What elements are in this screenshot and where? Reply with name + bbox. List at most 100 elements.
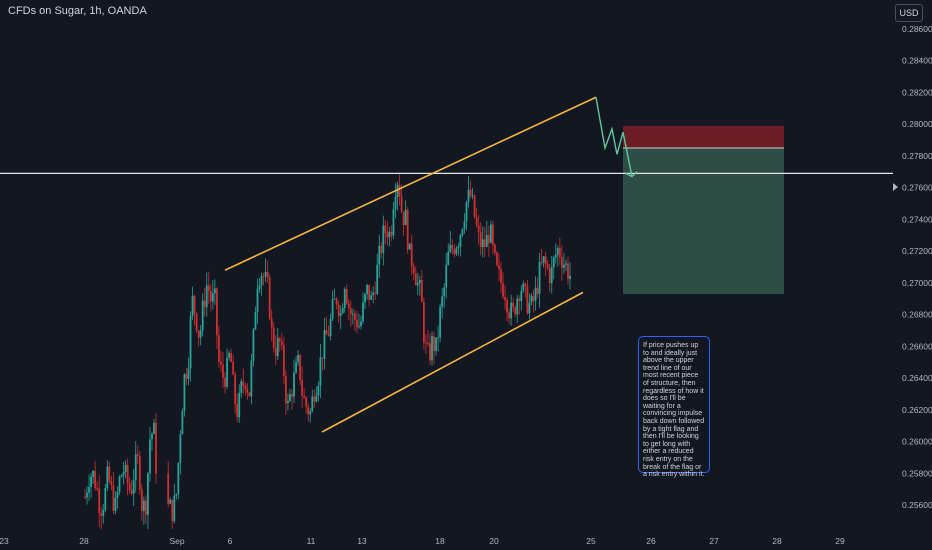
candle-body <box>258 285 261 289</box>
candle-body <box>512 302 515 308</box>
candle-body <box>347 303 350 309</box>
candle-body <box>469 189 472 196</box>
candle-body <box>463 221 466 230</box>
candle-body <box>122 471 125 476</box>
candle-body <box>394 196 397 210</box>
candle-body <box>317 385 320 396</box>
candle-body <box>309 411 312 415</box>
candle-body <box>489 224 492 243</box>
candle-body <box>494 244 496 253</box>
candle-body <box>130 490 133 494</box>
candle-body <box>556 248 559 255</box>
candle-body <box>341 308 344 313</box>
candle-body <box>234 374 237 404</box>
candle-body <box>106 466 109 488</box>
candle-body <box>260 275 263 286</box>
candle-body <box>431 336 433 361</box>
y-tick-label: 0.25800 <box>902 468 932 478</box>
candle-body <box>353 313 356 320</box>
candle-body <box>191 295 194 317</box>
stop-loss-zone <box>623 125 784 148</box>
candle-body <box>268 277 271 319</box>
candle-body <box>209 291 212 302</box>
y-tick-label: 0.27000 <box>902 278 932 288</box>
candle-body <box>325 330 328 335</box>
candle-body <box>518 298 521 302</box>
candle-body <box>461 229 464 236</box>
x-tick-label: 25 <box>586 536 596 546</box>
candle-body <box>138 455 141 490</box>
candle-body <box>140 489 143 512</box>
currency-button[interactable]: USD <box>895 4 923 22</box>
candle-body <box>402 211 405 226</box>
y-axis-labels: 0.28600 0.28400 0.28200 0.28000 0.27800 0.276… <box>893 24 932 510</box>
candle-body <box>420 280 423 302</box>
candle-body <box>558 248 561 258</box>
candle-body <box>496 252 498 266</box>
candle-body <box>142 500 145 512</box>
y-tick-label: 0.26800 <box>902 310 932 320</box>
candle-body <box>427 342 429 344</box>
candle-body <box>534 287 537 301</box>
candle-body <box>380 246 383 254</box>
candle-body <box>455 248 458 254</box>
x-tick-label: 23 <box>0 536 9 546</box>
candle-body <box>378 246 381 265</box>
candle-body <box>360 321 362 327</box>
candle-body <box>567 263 569 280</box>
candle-body <box>201 300 204 331</box>
candle-body <box>220 361 222 365</box>
candle-body <box>90 476 92 487</box>
candle-body <box>542 256 545 263</box>
candle-body <box>155 422 157 474</box>
candle-body <box>98 488 101 514</box>
candle-body <box>459 235 462 247</box>
candle-body <box>481 239 484 248</box>
candle-body <box>282 345 285 376</box>
candle-body <box>230 353 233 362</box>
candle-body <box>242 381 245 386</box>
candle-body <box>313 396 316 402</box>
candle-body <box>120 475 123 477</box>
candle-body <box>205 285 208 307</box>
candle-body <box>151 434 153 440</box>
candle-body <box>203 300 206 307</box>
candle-body <box>437 337 439 339</box>
candle-body <box>132 480 135 494</box>
candle-body <box>400 196 403 212</box>
candle-body <box>134 454 137 481</box>
candle-body <box>280 341 283 346</box>
candle-body <box>287 400 289 404</box>
candle-body <box>92 470 95 477</box>
candle-body <box>552 257 555 268</box>
candle-body <box>390 231 393 236</box>
candle-body <box>224 377 226 387</box>
candle-body <box>183 374 186 411</box>
candle-body <box>404 209 407 226</box>
candle-body <box>500 269 502 284</box>
candle-body <box>508 312 511 319</box>
candle-body <box>544 256 547 265</box>
candle-body <box>560 257 563 268</box>
candle-body <box>266 272 269 278</box>
candle-body <box>222 364 224 378</box>
candle-body <box>477 225 480 232</box>
candle-body <box>532 295 535 301</box>
annotation-note[interactable]: If price pushes up to and ideally just a… <box>638 336 710 478</box>
candle-body <box>262 275 265 277</box>
candle-body <box>384 225 387 233</box>
candle-body <box>483 239 486 247</box>
candle-body <box>100 513 103 516</box>
candle-body <box>457 246 460 249</box>
candle-body <box>565 263 567 265</box>
candle-body <box>538 262 541 294</box>
candle-body <box>569 275 571 280</box>
candle-body <box>177 463 180 495</box>
candle-body <box>349 308 352 314</box>
candle-body <box>337 304 340 316</box>
candle-body <box>240 381 243 393</box>
candle-body <box>197 330 200 338</box>
x-tick-label: 28 <box>79 536 89 546</box>
candle-body <box>116 492 119 499</box>
